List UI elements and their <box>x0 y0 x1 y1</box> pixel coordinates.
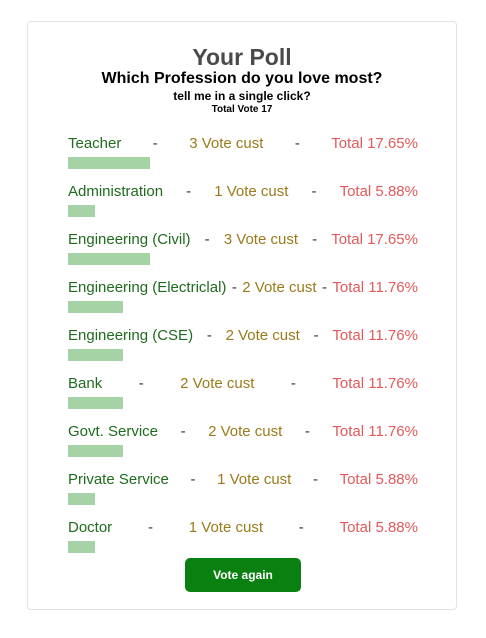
poll-option: Administration - 1 Vote cust - Total 5.88% <box>68 182 418 230</box>
option-separator: - <box>313 327 319 344</box>
option-separator: - <box>311 183 317 200</box>
poll-title: Your Poll <box>192 44 292 70</box>
option-bar-track <box>68 445 418 457</box>
option-separator: - <box>152 135 158 152</box>
option-separator: - <box>206 327 212 344</box>
option-separator: - <box>312 231 318 248</box>
poll-option: Bank - 2 Vote cust - Total 11.76% <box>68 374 418 422</box>
option-separator: - <box>294 135 300 152</box>
poll-option-text: Doctor - 1 Vote cust - Total 5.88% <box>68 518 418 538</box>
option-percent: Total 5.88% <box>339 183 418 200</box>
poll-option: Govt. Service - 2 Vote cust - Total 11.76% <box>68 422 418 470</box>
option-separator: - <box>290 375 296 392</box>
option-name: Administration <box>68 183 164 200</box>
option-bar-fill <box>68 205 96 217</box>
option-bar-track <box>68 253 418 265</box>
poll-option-text: Engineering (Civil) -3 Vote cust - Total 17… <box>68 230 418 250</box>
poll-option-text: Administration - 1 Vote cust - Total 5.88% <box>68 182 418 202</box>
option-percent: Total 5.88% <box>339 471 418 488</box>
option-bar-track <box>68 157 418 169</box>
option-name: Engineering (Civil) <box>68 231 191 248</box>
option-votes: 3 Vote cust <box>223 231 298 248</box>
option-separator: - <box>186 183 192 200</box>
option-bar-track <box>68 541 418 553</box>
option-bar-track <box>68 205 418 217</box>
option-percent: Total 11.76% <box>332 279 418 296</box>
option-percent: Total 5.88% <box>339 519 418 536</box>
poll-option: Doctor - 1 Vote cust - Total 5.88% <box>68 518 418 566</box>
option-bar-fill <box>68 493 96 505</box>
option-percent: Total 11.76% <box>332 375 418 392</box>
option-name: Bank <box>68 375 103 392</box>
poll-option-text: Govt. Service - 2 Vote cust - Total 11.76% <box>68 422 418 442</box>
option-bar-fill <box>68 301 123 313</box>
option-votes: 1 Vote cust <box>214 183 289 200</box>
poll-option-text: Engineering (Electriclal) -2 Vote cust - To… <box>68 278 418 298</box>
option-votes: 2 Vote cust <box>225 327 300 344</box>
poll-option: Private Service - 1 Vote cust - Total 5.88% <box>68 470 418 518</box>
option-percent: Total 17.65% <box>331 231 418 248</box>
option-name: Engineering (Electriclal) <box>68 279 227 296</box>
option-name: Govt. Service <box>68 423 159 440</box>
option-separator: - <box>204 231 210 248</box>
poll-option-text: Engineering (CSE) -2 Vote cust - Total 11.7… <box>68 326 418 346</box>
poll-option-text: Private Service - 1 Vote cust - Total 5.88% <box>68 470 418 490</box>
option-votes: 2 Vote cust <box>180 375 255 392</box>
option-bar-fill <box>68 397 123 409</box>
poll-option-text: Teacher - 3 Vote cust - Total 17.65% <box>68 134 418 154</box>
option-bar-track <box>68 493 418 505</box>
option-separator: - <box>147 519 153 536</box>
poll-option-text: Bank - 2 Vote cust - Total 11.76% <box>68 374 418 394</box>
option-separator: - <box>231 279 237 296</box>
option-bar-fill <box>68 253 151 265</box>
option-separator: - <box>190 471 196 488</box>
option-bar-fill <box>68 157 151 169</box>
option-bar-track <box>68 349 418 361</box>
option-name: Teacher <box>68 135 122 152</box>
option-percent: Total 11.76% <box>332 327 418 344</box>
option-votes: 1 Vote cust <box>217 471 292 488</box>
poll-option: Teacher - 3 Vote cust - Total 17.65% <box>68 134 418 182</box>
option-bar-fill <box>68 349 123 361</box>
option-bar-fill <box>68 445 123 457</box>
poll-card: Your Poll Which Profession do you love m… <box>27 21 457 610</box>
option-votes: 2 Vote cust <box>242 279 317 296</box>
option-percent: Total 17.65% <box>331 135 418 152</box>
poll-option: Engineering (Electriclal) -2 Vote cust - To… <box>68 278 418 326</box>
option-percent: Total 11.76% <box>332 423 418 440</box>
total-votes: Total Vote 17 <box>211 104 273 115</box>
option-separator: - <box>298 519 304 536</box>
option-bar-track <box>68 301 418 313</box>
option-separator: - <box>180 423 186 440</box>
option-bar-track <box>68 397 418 409</box>
option-votes: 3 Vote cust <box>189 135 264 152</box>
poll-option: Engineering (CSE) -2 Vote cust - Total 11.7… <box>68 326 418 374</box>
poll-option: Engineering (Civil) -3 Vote cust - Total 17… <box>68 230 418 278</box>
option-votes: 2 Vote cust <box>208 423 283 440</box>
vote-again-button[interactable]: Vote again <box>185 558 301 592</box>
option-votes: 1 Vote cust <box>188 519 263 536</box>
option-name: Doctor <box>68 519 113 536</box>
option-separator: - <box>138 375 144 392</box>
option-separator: - <box>312 471 318 488</box>
poll-subtitle: tell me in a single click? <box>173 89 311 103</box>
option-separator: - <box>321 279 327 296</box>
poll-options: Teacher -3 Vote cust - Total 17.65% Administ… <box>68 134 418 566</box>
option-separator: - <box>304 423 310 440</box>
option-name: Private Service <box>68 471 169 488</box>
poll-question: Which Profession do you love most? <box>101 70 383 87</box>
option-name: Engineering (CSE) <box>68 327 194 344</box>
option-bar-fill <box>68 541 96 553</box>
